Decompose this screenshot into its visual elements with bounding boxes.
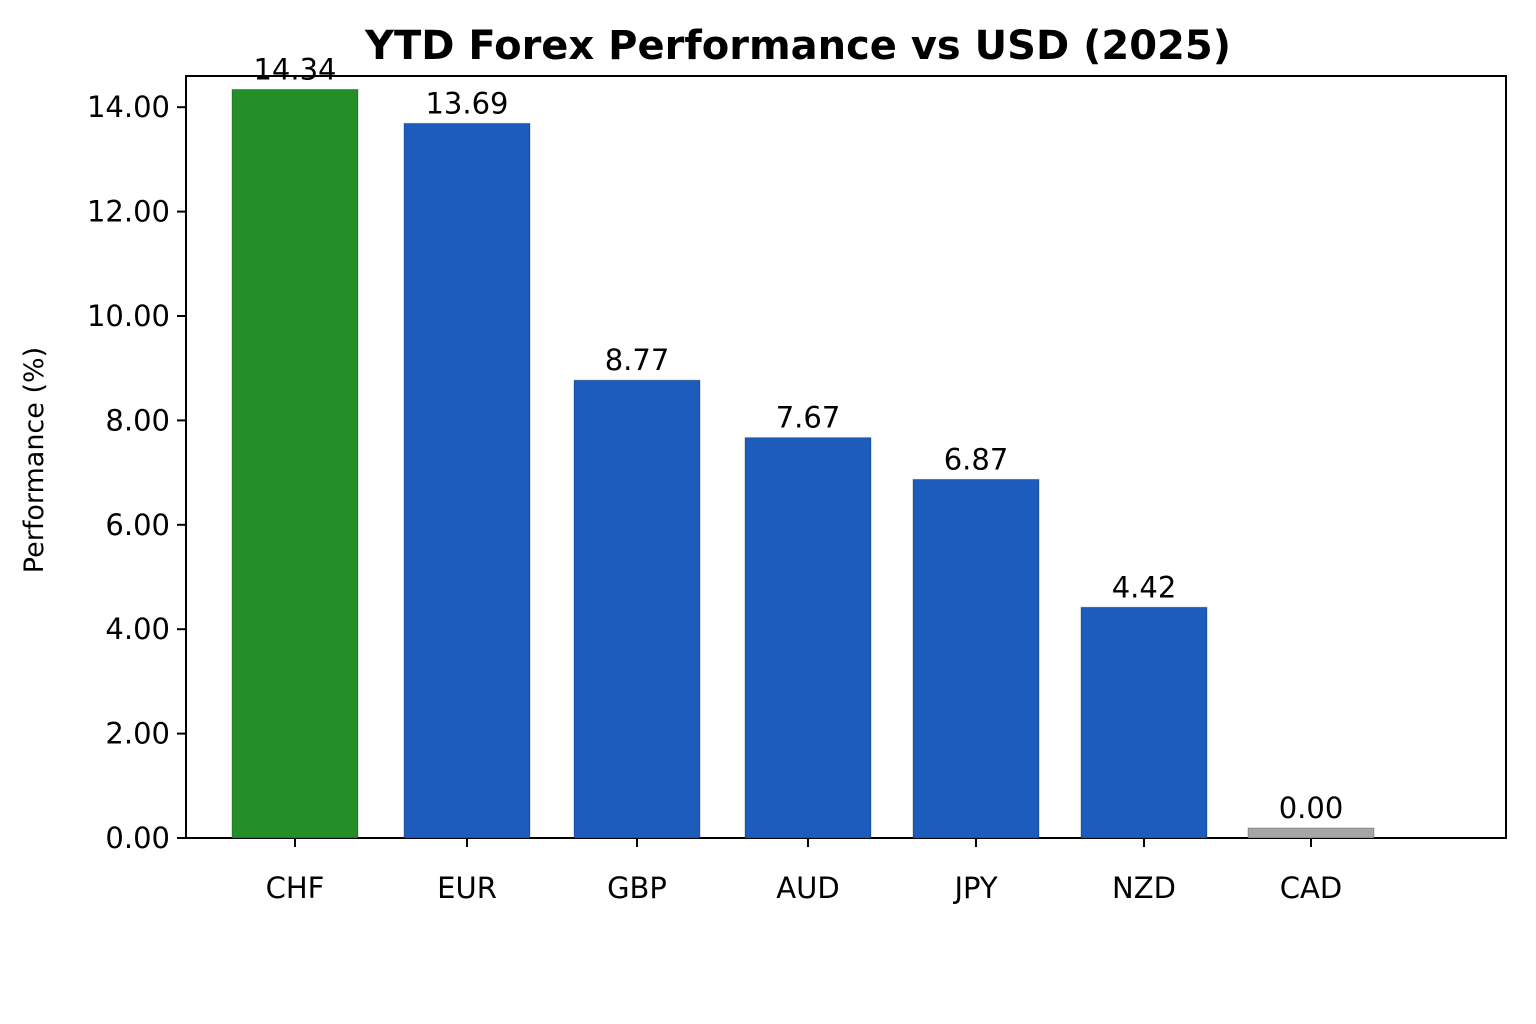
data-labels-group: 14.34 13.69 8.77 7.67 6.87 4.42 0.00 [253,52,1343,825]
y-tick-label: 14.00 [87,90,170,124]
bar-gbp [573,379,701,839]
y-tick-label: 0.00 [105,821,170,855]
bar-jpy [912,478,1040,839]
y-tick-label: 6.00 [105,508,170,542]
bars-group [231,88,1375,839]
x-tick-label-eur: EUR [437,871,497,905]
x-tick-label-nzd: NZD [1112,871,1176,905]
bar-cad [1247,827,1375,839]
y-tick-label: 10.00 [87,299,170,333]
x-tick-label-chf: CHF [266,871,325,905]
y-axis-ticks: 0.00 2.00 4.00 6.00 8.00 10.00 12.00 14.00 [87,90,186,855]
data-label-cad: 0.00 [1279,791,1344,825]
y-axis-label: Performance (%) [19,347,50,573]
y-tick-label: 4.00 [105,612,170,646]
data-label-aud: 7.67 [776,401,841,435]
bar-eur [403,122,531,839]
data-label-gbp: 8.77 [605,343,670,377]
bar-nzd [1080,606,1208,839]
data-label-jpy: 6.87 [944,442,1009,476]
y-tick-label: 12.00 [87,195,170,229]
bar-aud [744,437,872,839]
x-axis-ticks: CHF EUR GBP AUD JPY NZD CAD [266,838,1342,905]
data-label-eur: 13.69 [425,86,508,120]
bar-chf [231,88,359,839]
x-tick-label-aud: AUD [776,871,839,905]
x-tick-label-gbp: GBP [607,871,667,905]
data-label-nzd: 4.42 [1112,570,1177,604]
x-tick-label-cad: CAD [1280,871,1342,905]
chart-title: YTD Forex Performance vs USD (2025) [364,23,1231,69]
y-tick-label: 8.00 [105,403,170,437]
data-label-chf: 14.34 [253,52,336,86]
y-tick-label: 2.00 [105,717,170,751]
x-tick-label-jpy: JPY [952,871,997,905]
